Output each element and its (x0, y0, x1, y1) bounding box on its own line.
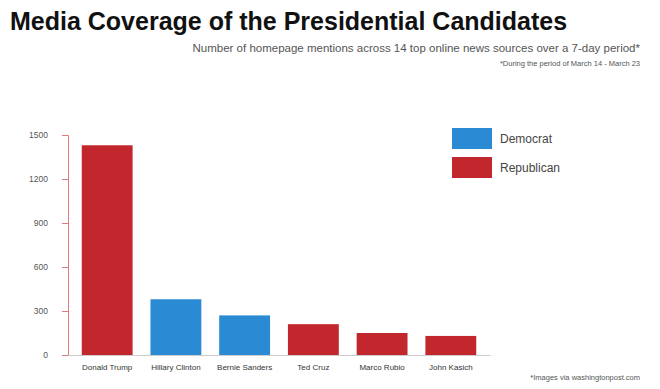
y-tick-label: 600 (34, 262, 48, 272)
legend-swatch (452, 128, 492, 149)
x-tick: Bernie Sanders (217, 355, 272, 372)
y-tick-label: 900 (34, 218, 48, 228)
legend-entry: Democrat (452, 128, 553, 149)
x-tick-label: Bernie Sanders (217, 363, 272, 372)
y-tick: 900 (34, 218, 68, 228)
title: Media Coverage of the Presidential Candi… (10, 7, 567, 35)
y-tick: 1200 (29, 174, 68, 184)
bars (82, 145, 477, 355)
subtitle: Number of homepage mentions across 14 to… (193, 42, 641, 54)
x-axis-line (69, 355, 491, 356)
x-tick-label: Marco Rubio (359, 363, 405, 372)
y-tick-mark (62, 223, 68, 224)
annotation: *Images via washingtonpost.com (530, 373, 640, 382)
x-tick: Donald Trump (82, 355, 133, 372)
y-axis: 0 300 600 900 1200 1500 (29, 130, 68, 360)
y-tick-label: 0 (43, 350, 48, 360)
bar (357, 333, 408, 355)
x-tick: John Kasich (429, 355, 473, 372)
x-tick-label: Ted Cruz (297, 363, 329, 372)
y-tick-label: 1200 (29, 174, 48, 184)
plot: 0 300 600 900 1200 1500 Donald Trump Hillary Cl… (29, 130, 490, 371)
legend-swatch (452, 157, 492, 178)
bar (288, 324, 339, 355)
x-tick-label: Hillary Clinton (151, 363, 200, 372)
bar (219, 315, 270, 355)
legend: Democrat Republican (452, 128, 560, 178)
x-axis: Donald Trump Hillary Clinton Bernie Sander… (69, 355, 491, 372)
y-tick: 0 (43, 350, 68, 360)
legend-label: Democrat (500, 132, 553, 146)
x-tick: Hillary Clinton (151, 355, 200, 372)
x-tick-label: John Kasich (429, 363, 473, 372)
annotation: *During the period of March 14 - March 2… (500, 59, 640, 68)
legend-label: Republican (500, 161, 560, 175)
bar (150, 299, 201, 355)
y-tick-mark (62, 135, 68, 136)
legend-entry: Republican (452, 157, 560, 178)
y-tick-mark (62, 179, 68, 180)
y-tick: 300 (34, 306, 68, 316)
bar (82, 145, 133, 355)
y-tick-mark (62, 311, 68, 312)
x-tick: Marco Rubio (359, 355, 405, 372)
y-tick-mark (62, 355, 68, 356)
y-tick-label: 1500 (29, 130, 48, 140)
chart: Media Coverage of the Presidential Candi… (0, 0, 660, 389)
x-tick-label: Donald Trump (82, 363, 133, 372)
x-tick: Ted Cruz (297, 355, 329, 372)
y-tick: 600 (34, 262, 68, 272)
y-axis-line (62, 136, 69, 356)
y-tick-label: 300 (34, 306, 48, 316)
y-tick: 1500 (29, 130, 68, 140)
y-tick-mark (62, 267, 68, 268)
bar (425, 336, 476, 355)
